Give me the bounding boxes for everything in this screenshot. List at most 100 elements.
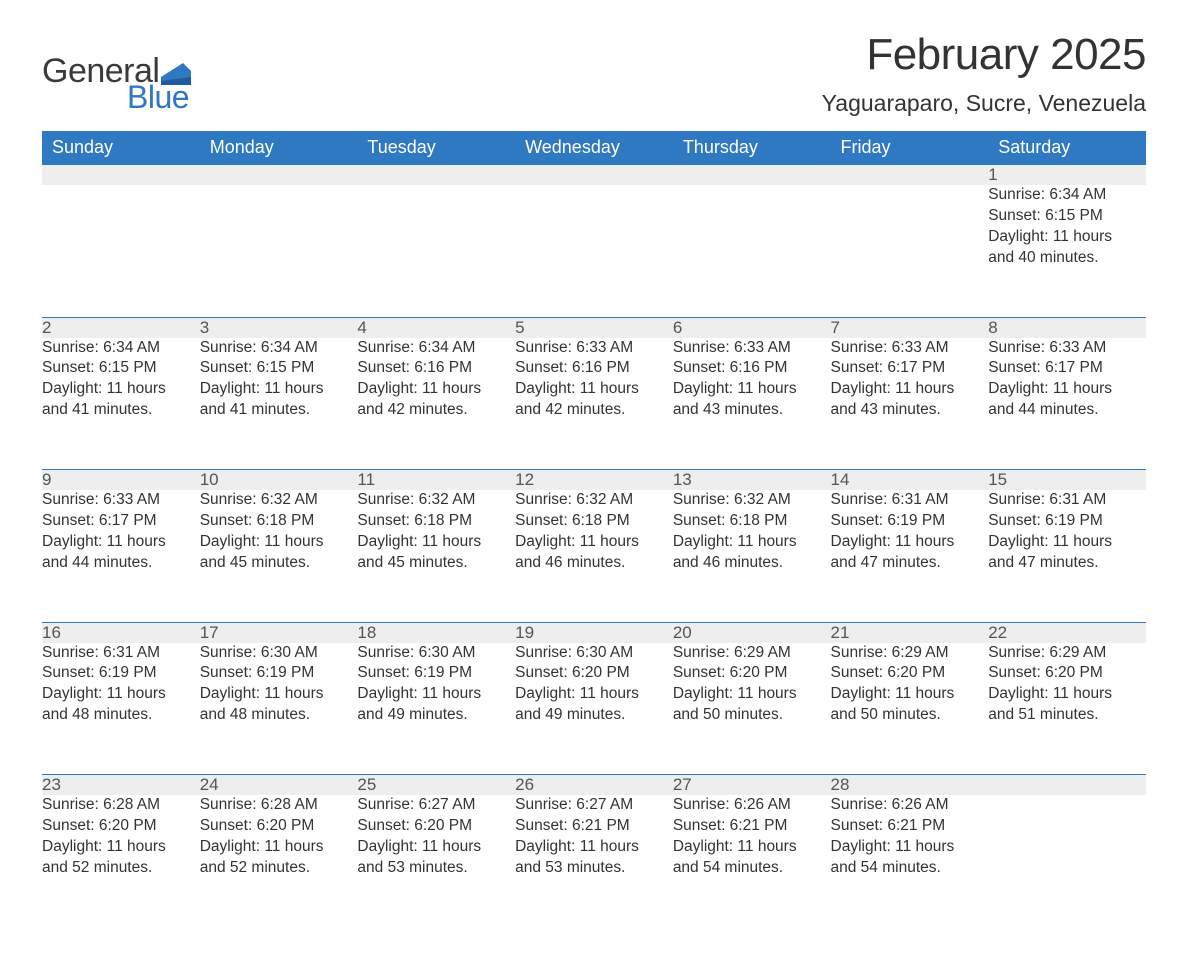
sunset-text: Sunset: 6:20 PM	[42, 816, 200, 837]
daylight2-text: and 50 minutes.	[831, 705, 989, 726]
day-detail-cell: Sunrise: 6:33 AMSunset: 6:17 PMDaylight:…	[831, 338, 989, 470]
brand-name-part2: Blue	[127, 79, 191, 116]
sunset-text: Sunset: 6:16 PM	[673, 358, 831, 379]
sunrise-text: Sunrise: 6:33 AM	[831, 338, 989, 359]
sunrise-text: Sunrise: 6:34 AM	[42, 338, 200, 359]
sunset-text: Sunset: 6:17 PM	[831, 358, 989, 379]
weekday-header-row: Sunday Monday Tuesday Wednesday Thursday…	[42, 131, 1146, 165]
sunset-text: Sunset: 6:18 PM	[357, 511, 515, 532]
day-detail-cell: Sunrise: 6:28 AMSunset: 6:20 PMDaylight:…	[200, 795, 358, 927]
daylight2-text: and 48 minutes.	[42, 705, 200, 726]
day-detail-cell	[357, 185, 515, 317]
daylight2-text: and 51 minutes.	[988, 705, 1146, 726]
daylight2-text: and 46 minutes.	[673, 553, 831, 574]
location-label: Yaguaraparo, Sucre, Venezuela	[822, 90, 1146, 117]
sunrise-text: Sunrise: 6:31 AM	[831, 490, 989, 511]
day-number-cell: 27	[673, 775, 831, 796]
detail-row: Sunrise: 6:31 AMSunset: 6:19 PMDaylight:…	[42, 643, 1146, 775]
daynum-row: 16171819202122	[42, 622, 1146, 643]
day-detail-cell: Sunrise: 6:34 AMSunset: 6:15 PMDaylight:…	[42, 338, 200, 470]
daylight2-text: and 45 minutes.	[200, 553, 358, 574]
daylight1-text: Daylight: 11 hours	[831, 532, 989, 553]
daynum-row: 1	[42, 165, 1146, 185]
sunset-text: Sunset: 6:19 PM	[42, 663, 200, 684]
day-number: 1	[988, 165, 997, 184]
day-detail-cell	[988, 795, 1146, 927]
day-number: 21	[831, 623, 850, 642]
day-number: 12	[515, 470, 534, 489]
sunrise-text: Sunrise: 6:29 AM	[988, 643, 1146, 664]
day-number-cell	[515, 165, 673, 185]
daylight2-text: and 45 minutes.	[357, 553, 515, 574]
day-detail-cell: Sunrise: 6:27 AMSunset: 6:20 PMDaylight:…	[357, 795, 515, 927]
day-number-cell: 24	[200, 775, 358, 796]
day-number-cell: 25	[357, 775, 515, 796]
sunset-text: Sunset: 6:19 PM	[357, 663, 515, 684]
day-number: 5	[515, 318, 524, 337]
day-number-cell: 2	[42, 317, 200, 338]
day-detail-cell: Sunrise: 6:31 AMSunset: 6:19 PMDaylight:…	[42, 643, 200, 775]
daylight2-text: and 41 minutes.	[42, 400, 200, 421]
day-number-cell: 3	[200, 317, 358, 338]
sunrise-text: Sunrise: 6:27 AM	[357, 795, 515, 816]
daynum-row: 9101112131415	[42, 470, 1146, 491]
day-detail-cell	[200, 185, 358, 317]
daylight1-text: Daylight: 11 hours	[357, 379, 515, 400]
daylight1-text: Daylight: 11 hours	[42, 684, 200, 705]
sunrise-text: Sunrise: 6:26 AM	[673, 795, 831, 816]
day-number-cell: 1	[988, 165, 1146, 185]
day-detail-cell: Sunrise: 6:32 AMSunset: 6:18 PMDaylight:…	[673, 490, 831, 622]
sunrise-text: Sunrise: 6:32 AM	[357, 490, 515, 511]
day-detail-cell: Sunrise: 6:29 AMSunset: 6:20 PMDaylight:…	[831, 643, 989, 775]
sunset-text: Sunset: 6:15 PM	[988, 206, 1146, 227]
day-number-cell: 23	[42, 775, 200, 796]
sunset-text: Sunset: 6:16 PM	[357, 358, 515, 379]
weekday-header: Monday	[200, 131, 358, 165]
day-number-cell: 17	[200, 622, 358, 643]
sunset-text: Sunset: 6:21 PM	[673, 816, 831, 837]
calendar-table: Sunday Monday Tuesday Wednesday Thursday…	[42, 131, 1146, 927]
day-detail-cell: Sunrise: 6:32 AMSunset: 6:18 PMDaylight:…	[515, 490, 673, 622]
day-number-cell: 4	[357, 317, 515, 338]
daylight1-text: Daylight: 11 hours	[673, 379, 831, 400]
sunset-text: Sunset: 6:16 PM	[515, 358, 673, 379]
day-detail-cell: Sunrise: 6:30 AMSunset: 6:19 PMDaylight:…	[357, 643, 515, 775]
sunset-text: Sunset: 6:17 PM	[42, 511, 200, 532]
weekday-header: Saturday	[988, 131, 1146, 165]
day-detail-cell: Sunrise: 6:33 AMSunset: 6:17 PMDaylight:…	[988, 338, 1146, 470]
day-detail-cell	[673, 185, 831, 317]
daylight2-text: and 52 minutes.	[200, 858, 358, 879]
day-number: 25	[357, 775, 376, 794]
sunset-text: Sunset: 6:21 PM	[515, 816, 673, 837]
sunset-text: Sunset: 6:20 PM	[988, 663, 1146, 684]
day-detail-cell: Sunrise: 6:33 AMSunset: 6:16 PMDaylight:…	[673, 338, 831, 470]
daylight1-text: Daylight: 11 hours	[200, 532, 358, 553]
daylight2-text: and 46 minutes.	[515, 553, 673, 574]
day-number-cell: 6	[673, 317, 831, 338]
day-detail-cell: Sunrise: 6:34 AMSunset: 6:15 PMDaylight:…	[200, 338, 358, 470]
day-number: 8	[988, 318, 997, 337]
sunrise-text: Sunrise: 6:32 AM	[200, 490, 358, 511]
weekday-header: Friday	[831, 131, 989, 165]
sunrise-text: Sunrise: 6:32 AM	[515, 490, 673, 511]
day-number: 26	[515, 775, 534, 794]
sunrise-text: Sunrise: 6:34 AM	[200, 338, 358, 359]
sunset-text: Sunset: 6:15 PM	[200, 358, 358, 379]
daylight2-text: and 42 minutes.	[515, 400, 673, 421]
sunset-text: Sunset: 6:15 PM	[42, 358, 200, 379]
daylight2-text: and 49 minutes.	[357, 705, 515, 726]
sunset-text: Sunset: 6:20 PM	[831, 663, 989, 684]
day-number-cell	[988, 775, 1146, 796]
day-detail-cell	[515, 185, 673, 317]
month-title: February 2025	[822, 30, 1146, 80]
day-number-cell: 28	[831, 775, 989, 796]
sunrise-text: Sunrise: 6:33 AM	[42, 490, 200, 511]
day-number: 16	[42, 623, 61, 642]
day-number: 18	[357, 623, 376, 642]
daylight1-text: Daylight: 11 hours	[515, 379, 673, 400]
daylight1-text: Daylight: 11 hours	[515, 837, 673, 858]
sunrise-text: Sunrise: 6:31 AM	[42, 643, 200, 664]
day-number: 11	[357, 470, 375, 489]
day-number-cell: 12	[515, 470, 673, 491]
sunset-text: Sunset: 6:19 PM	[200, 663, 358, 684]
